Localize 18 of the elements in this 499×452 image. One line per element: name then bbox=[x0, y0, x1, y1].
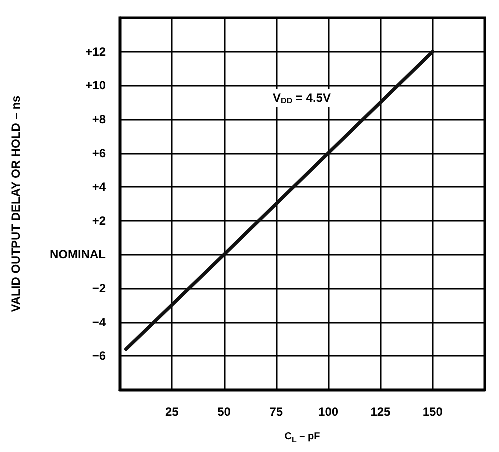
y-tick-label: +8 bbox=[92, 112, 106, 126]
line-series bbox=[124, 50, 435, 352]
y-tick-label: −2 bbox=[92, 282, 106, 296]
y-tick-label: +6 bbox=[92, 146, 106, 160]
y-tick-label: −4 bbox=[92, 315, 106, 330]
y-tick-label: +12 bbox=[86, 44, 106, 59]
y-tick-label: +4 bbox=[92, 180, 106, 194]
x-tick-label: 125 bbox=[370, 405, 392, 419]
x-tick-label: 100 bbox=[318, 405, 339, 419]
y-tick-label: −6 bbox=[92, 349, 106, 364]
y-tick-label: NOMINAL bbox=[50, 248, 106, 262]
x-tick-label: 50 bbox=[218, 405, 232, 419]
x-tick-label: 75 bbox=[270, 405, 284, 419]
x-tick-label: 150 bbox=[422, 405, 444, 419]
y-axis-title: VALID OUTPUT DELAY OR HOLD – ns bbox=[9, 95, 23, 312]
y-tick-label: +2 bbox=[92, 214, 106, 228]
y-tick-label: +10 bbox=[86, 78, 106, 93]
x-tick-label: 25 bbox=[165, 405, 180, 419]
